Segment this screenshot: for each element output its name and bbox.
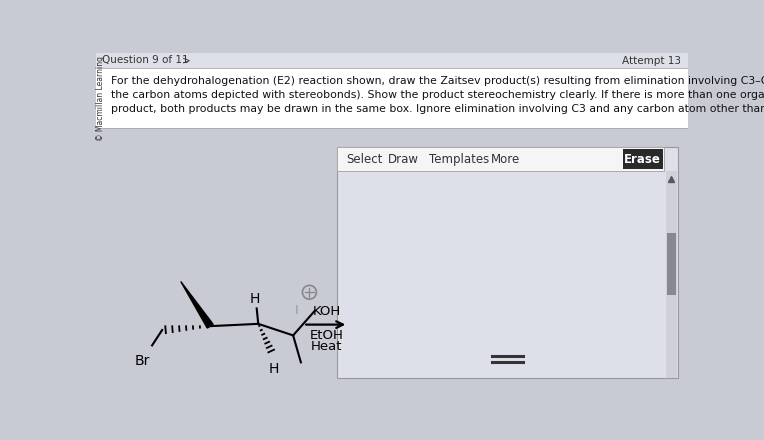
- Bar: [96, 53, 688, 68]
- Text: For the dehydrohalogenation (E2) reaction shown, draw the Zaitsev product(s) res: For the dehydrohalogenation (E2) reactio…: [111, 76, 764, 86]
- Text: KOH: KOH: [312, 305, 341, 319]
- Bar: [337, 147, 665, 171]
- Text: >: >: [183, 55, 191, 66]
- Text: Br: Br: [134, 354, 150, 368]
- Text: I: I: [295, 304, 299, 317]
- Text: Heat: Heat: [311, 340, 342, 353]
- Text: Select: Select: [347, 153, 383, 165]
- Text: the carbon atoms depicted with stereobonds). Show the product stereochemistry cl: the carbon atoms depicted with stereobon…: [111, 90, 764, 100]
- Text: product, both products may be drawn in the same box. Ignore elimination involvin: product, both products may be drawn in t…: [111, 103, 764, 114]
- Text: Question 9 of 11: Question 9 of 11: [102, 55, 188, 66]
- Text: More: More: [490, 153, 520, 165]
- Bar: [337, 147, 678, 378]
- Text: Erase: Erase: [624, 153, 661, 165]
- Text: H: H: [269, 363, 279, 376]
- Text: EtOH: EtOH: [309, 329, 343, 342]
- Text: H: H: [250, 292, 261, 306]
- Bar: [666, 172, 677, 378]
- Text: © Macmillan Learning: © Macmillan Learning: [96, 56, 105, 141]
- Text: Templates: Templates: [429, 153, 489, 165]
- Text: Attempt 13: Attempt 13: [623, 55, 681, 66]
- Bar: [667, 233, 676, 295]
- Polygon shape: [181, 282, 213, 328]
- Text: Draw: Draw: [387, 153, 419, 165]
- Bar: [96, 68, 688, 128]
- Bar: [623, 149, 663, 169]
